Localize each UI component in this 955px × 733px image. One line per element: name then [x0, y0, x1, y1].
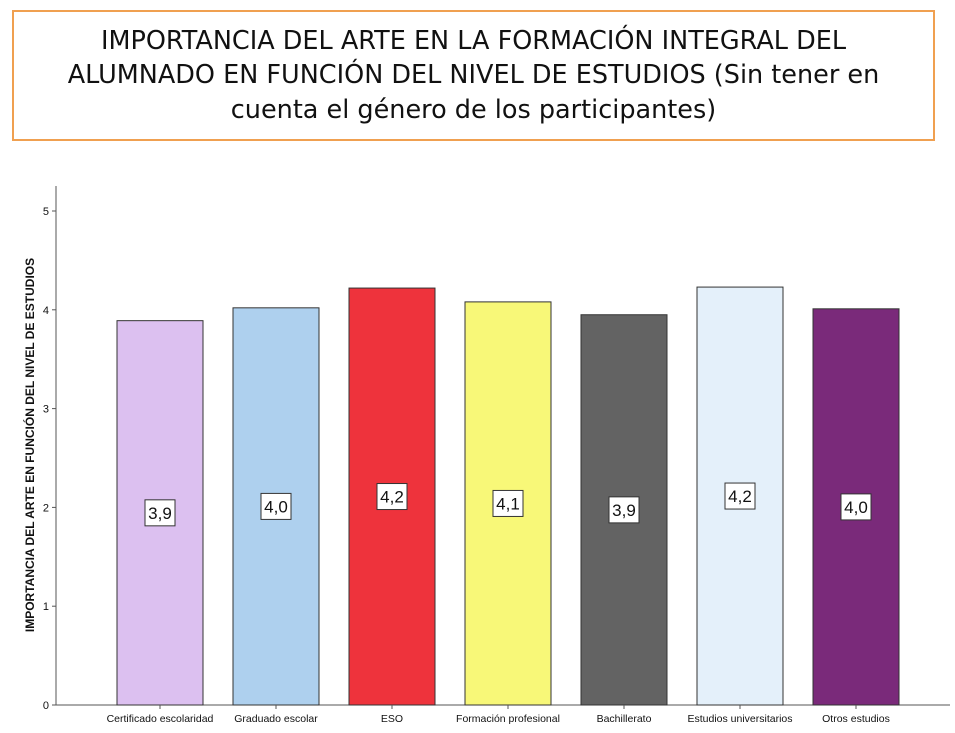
data-label-box — [144, 499, 176, 527]
data-label-box — [840, 493, 872, 521]
x-tick-label: Graduado escolar — [234, 713, 318, 725]
data-label-box — [260, 492, 292, 520]
data-label: 4,2 — [728, 487, 752, 506]
y-tick-label: 2 — [43, 502, 49, 514]
data-label-box — [608, 496, 640, 524]
data-label: 4,0 — [844, 498, 868, 517]
title-box: IMPORTANCIA DEL ARTE EN LA FORMACIÓN INT… — [12, 10, 935, 141]
page-title: IMPORTANCIA DEL ARTE EN LA FORMACIÓN INT… — [67, 26, 880, 125]
y-tick-label: 1 — [43, 601, 49, 613]
y-tick-label: 4 — [43, 305, 49, 317]
data-label: 4,0 — [264, 497, 288, 516]
x-tick-label: Otros estudios — [822, 713, 890, 725]
y-tick-label: 5 — [43, 206, 49, 218]
x-tick-label: Estudios universitarios — [687, 713, 792, 725]
data-label: 3,9 — [612, 501, 636, 520]
x-tick-label: ESO — [381, 713, 403, 725]
y-tick-label: 3 — [43, 404, 49, 416]
x-tick-label: Formación profesional — [456, 713, 560, 725]
data-label: 3,9 — [148, 504, 172, 523]
x-tick-label: Bachillerato — [597, 713, 652, 725]
data-label-box — [724, 482, 756, 510]
y-tick-label: 0 — [43, 700, 49, 712]
x-tick-label: Certificado escolaridad — [107, 713, 214, 725]
data-label: 4,2 — [380, 488, 404, 507]
y-axis-label: IMPORTANCIA DEL ARTE EN FUNCIÓN DEL NIVE… — [22, 258, 37, 632]
data-label-box — [492, 489, 524, 517]
data-label: 4,1 — [496, 494, 520, 513]
data-label-box — [376, 483, 408, 511]
